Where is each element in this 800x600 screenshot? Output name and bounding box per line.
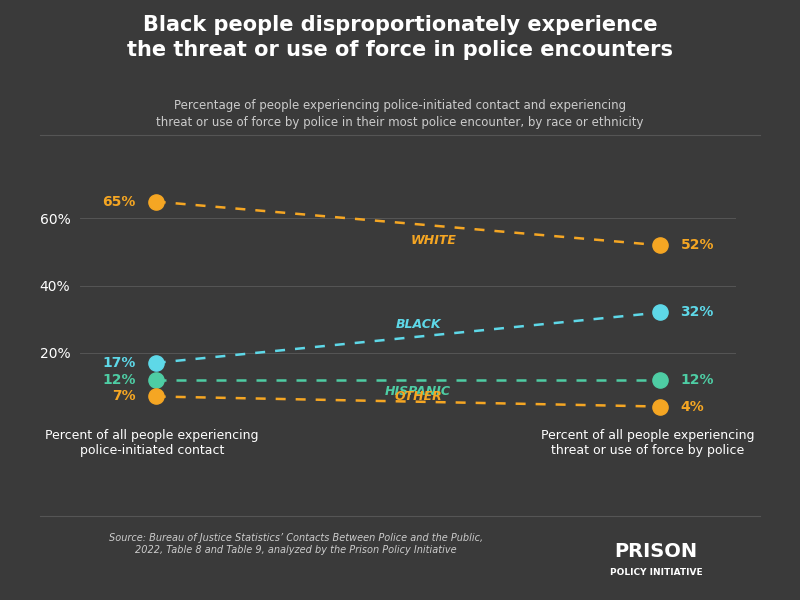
Text: 12%: 12% xyxy=(681,373,714,386)
Text: 4%: 4% xyxy=(681,400,704,413)
Text: PRISON: PRISON xyxy=(614,542,698,561)
Text: WHITE: WHITE xyxy=(410,234,456,247)
Point xyxy=(150,375,162,385)
Text: Percent of all people experiencing
police-initiated contact: Percent of all people experiencing polic… xyxy=(46,429,258,457)
Text: Black people disproportionately experience
the threat or use of force in police : Black people disproportionately experien… xyxy=(127,15,673,60)
Point xyxy=(654,402,666,412)
Text: 12%: 12% xyxy=(102,373,135,386)
Text: Percent of all people experiencing
threat or use of force by police: Percent of all people experiencing threa… xyxy=(542,429,754,457)
Text: 52%: 52% xyxy=(681,238,714,252)
Point xyxy=(150,392,162,401)
Text: BLACK: BLACK xyxy=(395,319,441,331)
Text: 32%: 32% xyxy=(681,305,714,319)
Text: OTHER: OTHER xyxy=(394,390,442,403)
Point xyxy=(654,375,666,385)
Point xyxy=(150,358,162,368)
Point xyxy=(654,241,666,250)
Text: POLICY INITIATIVE: POLICY INITIATIVE xyxy=(610,568,702,577)
Point xyxy=(654,308,666,317)
Text: HISPANIC: HISPANIC xyxy=(385,385,451,398)
Text: 17%: 17% xyxy=(102,356,135,370)
Point xyxy=(150,197,162,206)
Text: 65%: 65% xyxy=(102,194,135,209)
Text: Source: Bureau of Justice Statistics’ Contacts Between Police and the Public,
20: Source: Bureau of Justice Statistics’ Co… xyxy=(109,533,483,555)
Text: 7%: 7% xyxy=(112,389,135,403)
Text: Percentage of people experiencing police-initiated contact and experiencing
thre: Percentage of people experiencing police… xyxy=(156,99,644,129)
